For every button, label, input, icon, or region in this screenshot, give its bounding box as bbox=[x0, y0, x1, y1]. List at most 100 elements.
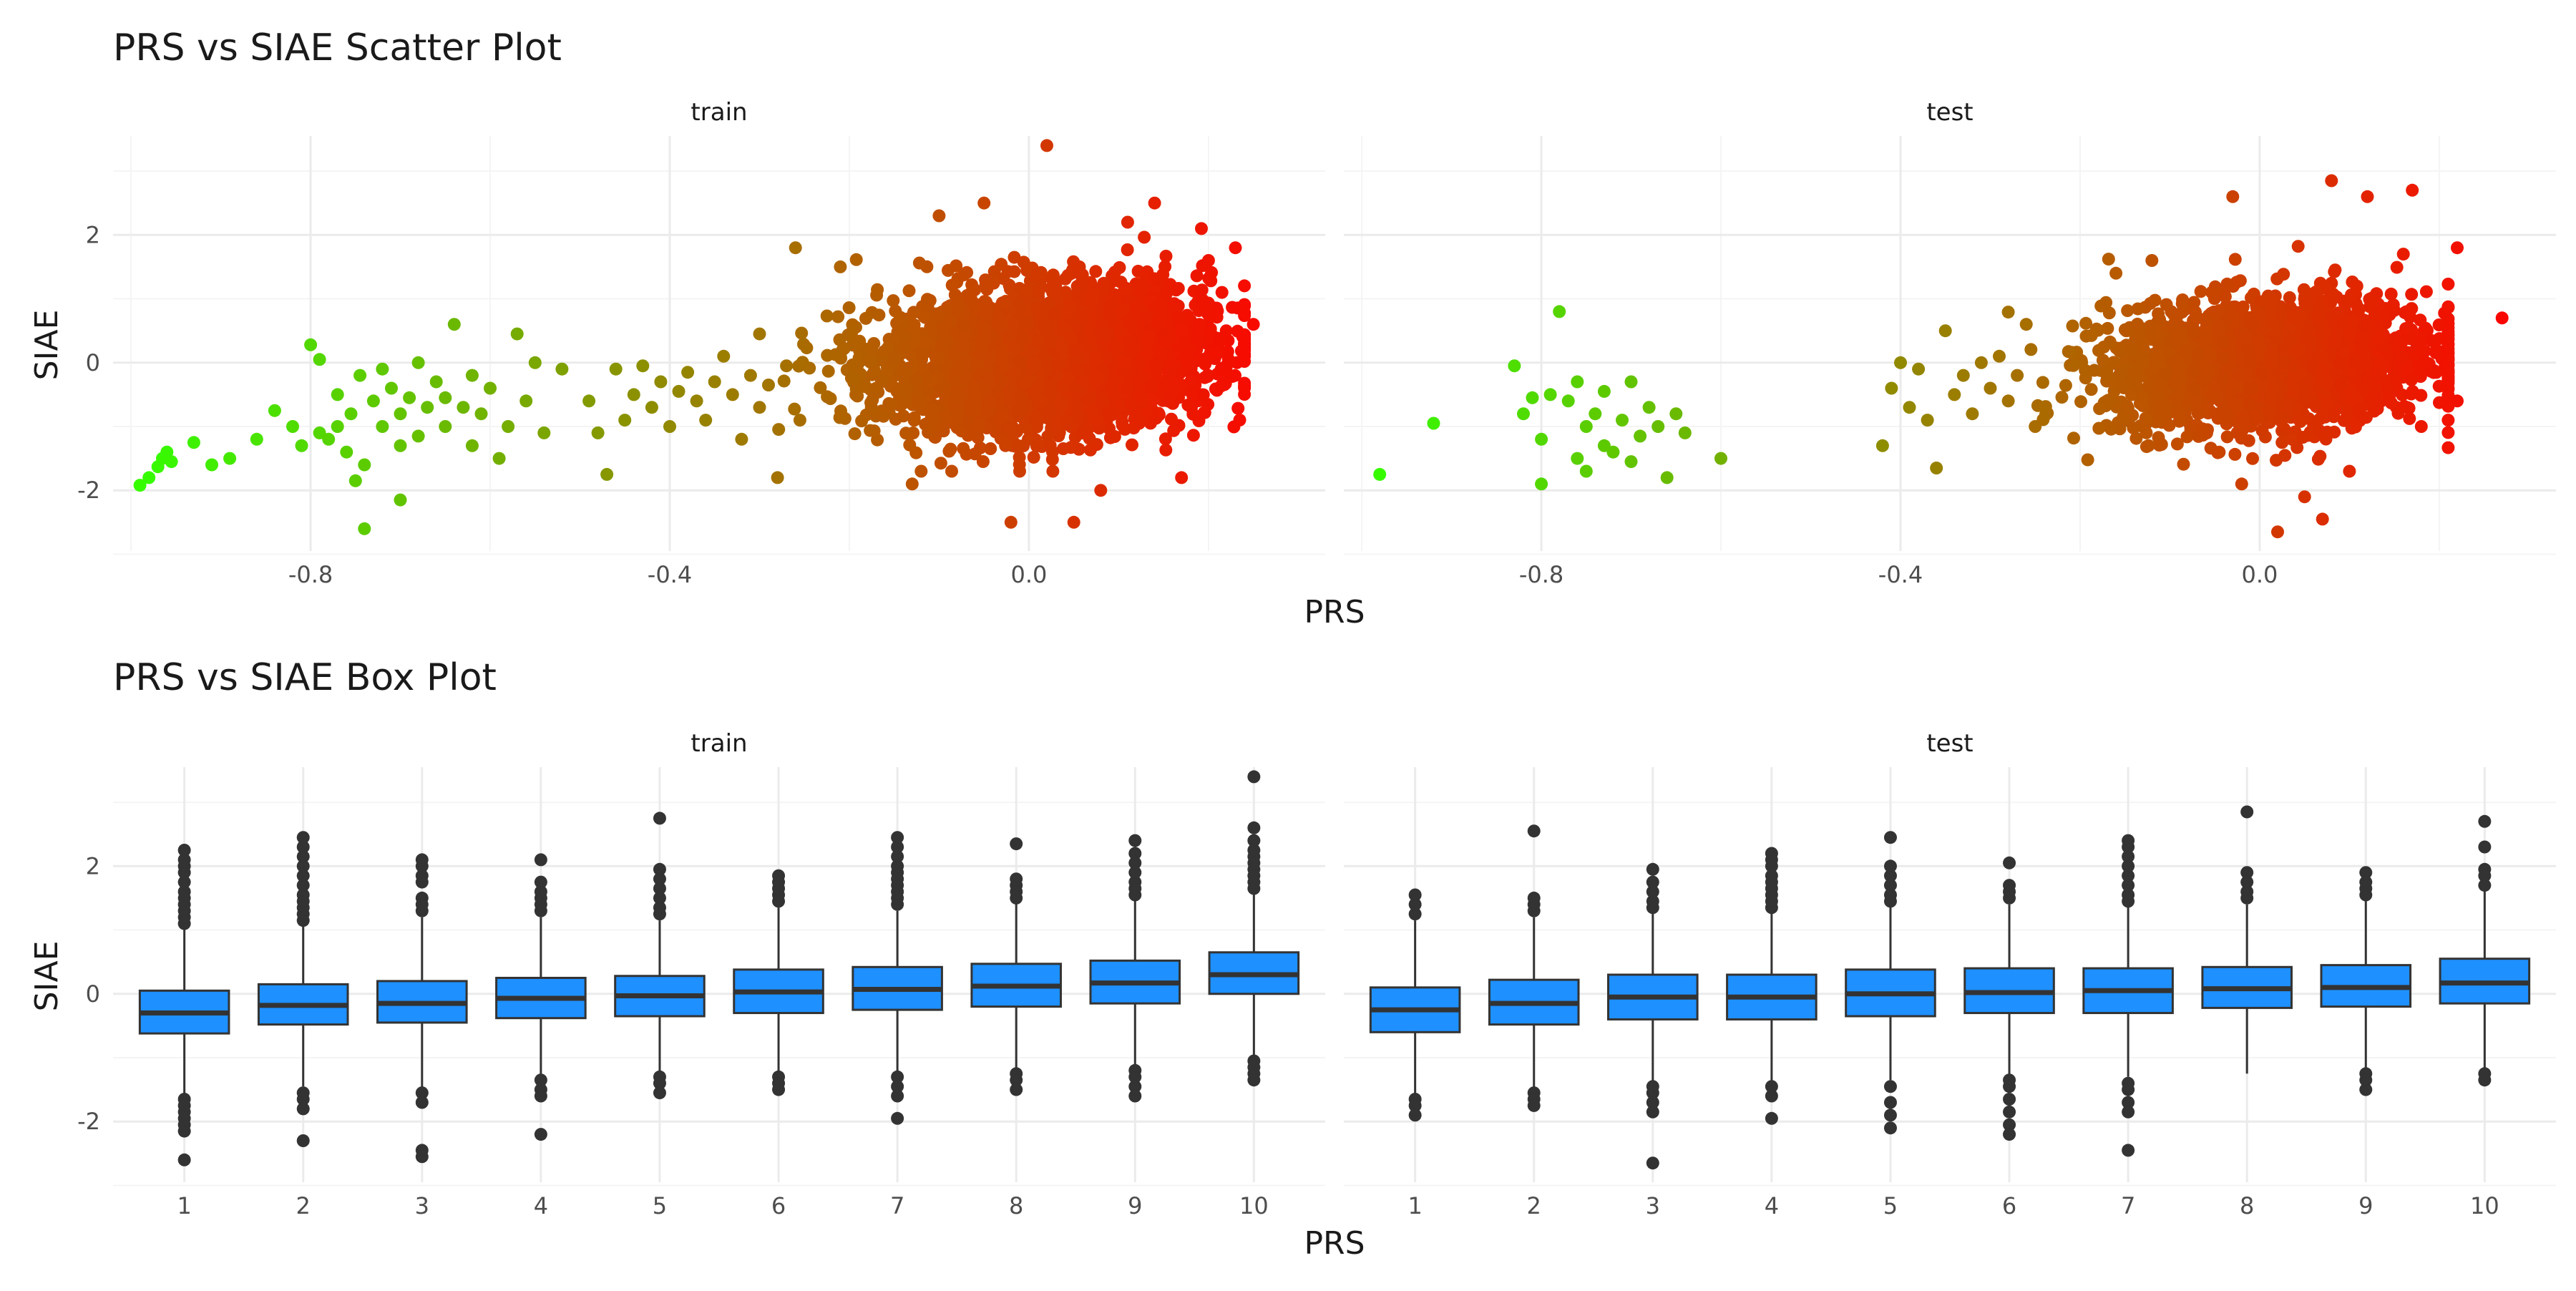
scatter-point bbox=[871, 283, 884, 296]
scatter-point bbox=[1046, 465, 1059, 478]
scatter-point bbox=[1028, 451, 1040, 464]
scatter-point bbox=[1061, 306, 1074, 319]
scatter-point bbox=[976, 344, 989, 356]
scatter-point bbox=[1065, 441, 1078, 454]
scatter-point bbox=[950, 296, 962, 308]
scatter-point bbox=[1202, 272, 1215, 285]
scatter-point bbox=[735, 433, 748, 446]
scatter-point bbox=[952, 363, 965, 376]
scatter-point bbox=[1238, 355, 1251, 368]
scatter-point bbox=[466, 369, 479, 382]
scatter-point bbox=[1146, 379, 1158, 391]
scatter-point bbox=[394, 494, 407, 507]
scatter-point bbox=[957, 341, 970, 354]
scatter-point bbox=[980, 305, 993, 318]
scatter-point bbox=[1120, 282, 1133, 295]
scatter-point bbox=[699, 414, 712, 427]
scatter-point bbox=[945, 314, 957, 327]
scatter-point bbox=[1090, 351, 1103, 364]
scatter-point bbox=[286, 420, 299, 433]
scatter-point bbox=[821, 390, 834, 403]
scatter-point bbox=[800, 341, 813, 354]
scatter-point bbox=[600, 468, 613, 481]
scatter-point bbox=[859, 312, 872, 325]
scatter-point bbox=[1013, 451, 1026, 464]
scatter-point bbox=[1089, 265, 1102, 278]
scatter-point bbox=[822, 365, 835, 378]
scatter-point bbox=[555, 363, 568, 376]
scatter-point bbox=[1159, 444, 1172, 457]
scatter-point bbox=[1229, 241, 1242, 254]
scatter-point bbox=[2024, 343, 2037, 356]
scatter-point bbox=[932, 210, 945, 223]
scatter-point bbox=[988, 265, 1001, 278]
scatter-point bbox=[2127, 422, 2140, 434]
scatter-point bbox=[1175, 324, 1188, 337]
scatter-point bbox=[1202, 254, 1215, 267]
scatter-point bbox=[906, 477, 919, 490]
scatter-point bbox=[898, 331, 911, 344]
scatter-point bbox=[851, 389, 864, 402]
scatter-point bbox=[794, 414, 806, 427]
scatter-point bbox=[1148, 197, 1161, 210]
scatter-point bbox=[1187, 429, 1200, 442]
scatter-point bbox=[944, 443, 957, 456]
scatter-point bbox=[1008, 317, 1020, 330]
scatter-point bbox=[654, 376, 667, 389]
scatter-point bbox=[1089, 376, 1102, 389]
scatter-point bbox=[1152, 407, 1165, 420]
scatter-point bbox=[457, 401, 469, 414]
scatter-point bbox=[1238, 377, 1251, 390]
scatter-point bbox=[1085, 405, 1098, 418]
scatter-point bbox=[2441, 278, 2454, 291]
scatter-point bbox=[2102, 253, 2115, 265]
scatter-point bbox=[358, 459, 371, 472]
scatter-point bbox=[1148, 272, 1161, 285]
scatter-point bbox=[2312, 453, 2325, 466]
scatter-point bbox=[1059, 321, 1072, 334]
box-facet-label-test: test bbox=[1926, 729, 1973, 758]
scatter-point bbox=[829, 349, 842, 361]
scatter-point bbox=[945, 465, 958, 478]
scatter-facet-label-test: test bbox=[1926, 98, 1973, 127]
scatter-point bbox=[1010, 366, 1023, 379]
scatter-point bbox=[892, 384, 904, 397]
scatter-point bbox=[439, 420, 452, 433]
scatter-point bbox=[304, 338, 317, 351]
scatter-point bbox=[475, 407, 488, 420]
scatter-point bbox=[726, 388, 739, 401]
scatter-point bbox=[903, 439, 916, 452]
scatter-point bbox=[1033, 379, 1045, 392]
scatter-point bbox=[1140, 312, 1153, 325]
scatter-point bbox=[448, 318, 461, 331]
scatter-point bbox=[778, 374, 791, 387]
scatter-point bbox=[864, 356, 877, 369]
scatter-point bbox=[1161, 286, 1174, 299]
scatter-point bbox=[296, 439, 308, 452]
scatter-point bbox=[1102, 409, 1115, 422]
scatter-point bbox=[947, 348, 960, 361]
scatter-point bbox=[957, 268, 970, 281]
scatter-point bbox=[1041, 430, 1054, 443]
scatter-point bbox=[1167, 424, 1180, 437]
scatter-point bbox=[1078, 376, 1091, 389]
scatter-point bbox=[1118, 356, 1131, 369]
scatter-point bbox=[2067, 320, 2079, 333]
scatter-point bbox=[935, 457, 947, 469]
scatter-point bbox=[628, 388, 640, 401]
scatter-point bbox=[1118, 423, 1131, 436]
scatter-point bbox=[1231, 402, 1244, 415]
scatter-point bbox=[421, 401, 434, 414]
scatter-point bbox=[925, 408, 938, 421]
scatter-point bbox=[977, 197, 990, 210]
scatter-point bbox=[1028, 356, 1040, 369]
scatter-point bbox=[1083, 432, 1096, 445]
scatter-point bbox=[1030, 416, 1043, 429]
scatter-point bbox=[922, 426, 935, 439]
scatter-point bbox=[936, 339, 949, 352]
scatter-point bbox=[1171, 311, 1184, 324]
scatter-point bbox=[1031, 267, 1044, 280]
scatter-point bbox=[2177, 458, 2190, 471]
scatter-point bbox=[877, 410, 890, 423]
